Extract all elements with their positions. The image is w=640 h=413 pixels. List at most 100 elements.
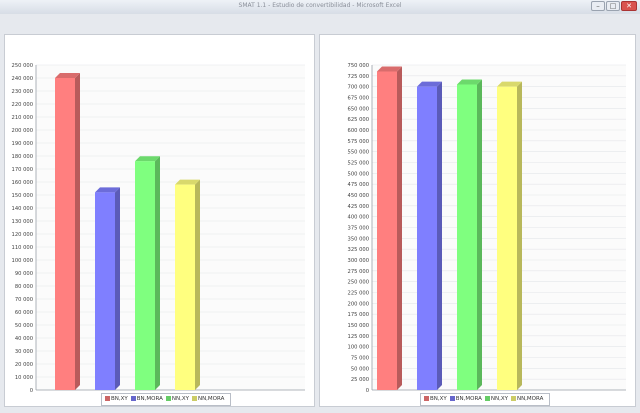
y-tick-label: 50 000 [351,366,369,372]
legend-swatch [165,396,171,401]
y-tick-label: 375 000 [348,226,369,232]
legend-label: NN,MORA [197,396,225,402]
y-tick-label: 230 000 [12,89,33,95]
y-tick-label: 600 000 [348,128,369,134]
legend-swatch [105,396,110,401]
y-tick-label: 20 000 [15,362,33,368]
bar-top [417,81,442,87]
bar-nn-xy [135,156,160,390]
y-tick-label: 300 000 [348,258,369,264]
y-tick-label: 325 000 [348,247,369,253]
y-tick-label: 725 000 [348,74,369,80]
legend-swatch [424,396,429,401]
y-tick-label: 70 000 [15,297,33,303]
y-tick-label: 550 000 [348,150,369,156]
legend-item: BN,XY [105,394,128,405]
y-tick-label: 25 000 [351,377,369,383]
y-tick-label: 625 000 [348,117,369,123]
bar-side [75,73,80,390]
y-tick-label: 150 000 [348,323,369,329]
bar-side [115,187,120,390]
maximize-button[interactable]: □ [606,1,620,11]
y-tick-label: 100 000 [348,345,369,351]
y-tick-label: 675 000 [348,96,369,102]
y-tick-label: 125 000 [348,334,369,340]
legend-item: NN,XY [165,394,189,405]
bar-side [195,179,200,390]
bar-side [437,81,442,390]
bar-top [55,73,80,78]
legend-swatch [191,396,197,401]
y-tick-label: 10 000 [15,375,33,381]
y-tick-label: 450 000 [348,193,369,199]
bar-top [135,156,160,162]
chart-panel-left: 0 10 000 20 000 30 000 40 000 50 000 60 000 70 … [4,34,315,407]
y-tick-label: 650 000 [348,106,369,112]
bar-side [397,66,402,390]
y-tick-label: 350 000 [348,236,369,242]
legend-item: BN,MORA [449,394,482,405]
bar-front [95,192,115,390]
bar-bn-mora [417,81,442,390]
bar-chart-left: 0 10 000 20 000 30 000 40 000 50 000 60 000 70 … [12,63,305,394]
bar-side [477,79,482,390]
bar-chart-right: 0 25 000 50 000 75 000 100 000 125 000 150 000… [348,63,626,394]
y-tick-label: 160 000 [12,180,33,186]
y-tick-label: 700 000 [348,85,369,91]
legend-item: NN,MORA [191,394,225,405]
window-title: SMAT 1.1 - Estudio de convertibilidad - … [238,2,402,9]
y-tick-label: 500 000 [348,171,369,177]
close-button[interactable]: ✕ [621,1,637,11]
legend-label: NN,MORA [516,396,544,402]
legend-item: BN,MORA [130,394,163,405]
legend-label: BN,XY [111,396,128,402]
legend-swatch [449,396,455,401]
y-tick-label: 475 000 [348,182,369,188]
chart-legend-left: BN,XY BN,MORA NN,XY NN,MORA [101,393,232,406]
y-tick-label: 0 [366,388,369,394]
y-tick-label: 190 000 [12,141,33,147]
y-tick-label: 120 000 [12,232,33,238]
y-tick-label: 525 000 [348,161,369,167]
bar-nn-mora [175,179,200,390]
y-tick-label: 750 000 [348,63,369,69]
bar-top [175,179,200,185]
y-tick-label: 575 000 [348,139,369,145]
y-tick-label: 150 000 [12,193,33,199]
y-tick-label: 275 000 [348,269,369,275]
legend-swatch [484,396,490,401]
y-tick-label: 250 000 [12,63,33,69]
y-tick-label: 210 000 [12,115,33,121]
bar-front [457,84,477,390]
y-tick-label: 140 000 [12,206,33,212]
minimize-button[interactable]: – [591,1,605,11]
legend-label: BN,MORA [136,396,163,402]
y-tick-label: 60 000 [15,310,33,316]
y-tick-label: 240 000 [12,76,33,82]
y-tick-label: 400 000 [348,215,369,221]
bar-top [497,81,522,87]
y-tick-label: 110 000 [12,245,33,251]
bar-front [497,86,517,390]
y-tick-label: 90 000 [15,271,33,277]
y-tick-label: 200 000 [12,128,33,134]
bar-front [377,71,397,390]
legend-item: NN,XY [484,394,508,405]
legend-swatch [130,396,136,401]
legend-label: NN,XY [171,396,189,402]
bar-side [155,156,160,390]
y-tick-label: 40 000 [15,336,33,342]
bar-bn-xy [55,73,80,390]
legend-item: NN,MORA [510,394,544,405]
y-tick-label: 425 000 [348,204,369,210]
bar-top [377,66,402,72]
y-tick-label: 250 000 [348,280,369,286]
bar-front [55,78,75,390]
y-tick-label: 0 [30,388,33,394]
chart-legend-right: BN,XY BN,MORA NN,XY NN,MORA [420,393,551,406]
y-tick-label: 180 000 [12,154,33,160]
y-tick-label: 30 000 [15,349,33,355]
chart-panel-right: 0 25 000 50 000 75 000 100 000 125 000 150 000… [319,34,636,407]
legend-label: BN,MORA [455,396,482,402]
bar-front [135,161,155,390]
